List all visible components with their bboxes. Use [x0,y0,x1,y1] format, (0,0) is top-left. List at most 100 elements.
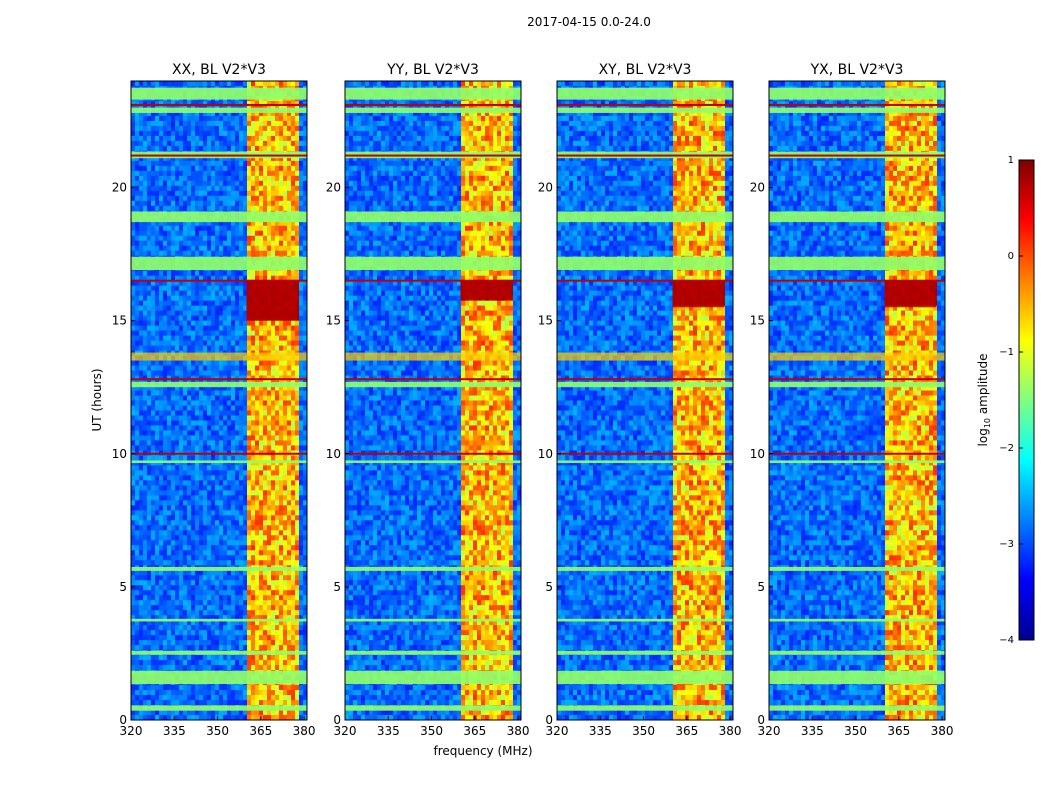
figure-suptitle: 2017-04-15 0.0-24.0 [527,15,651,29]
x-tick-label: 350 [632,724,655,738]
x-tick-label: 365 [249,724,272,738]
rfi-line [345,378,521,381]
colorbar-tick-label: 0 [1008,251,1014,262]
rfi-band [769,107,945,113]
y-tick-label: 10 [326,447,341,461]
rfi-line [345,154,521,157]
rfi-band [769,705,945,711]
y-tick-label: 10 [538,447,553,461]
rfi-line [131,452,307,455]
rfi-band [345,618,521,622]
rfi-band [557,107,733,113]
rfi-band [345,650,521,655]
y-tick-label: 0 [119,713,127,727]
panel-title: XX, BL V2*V3 [172,62,266,78]
rfi-band [131,107,307,113]
rfi-band [131,705,307,711]
rfi-band [769,381,945,388]
peak-band [884,280,937,308]
colorbar-tick-label: −2 [999,443,1014,454]
x-tick-label: 335 [589,724,612,738]
panel-frame [768,80,946,721]
rfi-band [131,670,307,685]
y-tick-label: 15 [538,314,553,328]
rfi-line [131,279,307,282]
colorbar: log10 amplitude 1 0 −1 −2 −3 −4 [976,155,1035,646]
rfi-line [769,279,945,282]
panel-title: YY, BL V2*V3 [386,62,479,78]
y-tick-label: 15 [112,314,127,328]
x-tick-label: 320 [546,724,569,738]
x-tick-label: 320 [758,724,781,738]
x-tick-label: 335 [377,724,400,738]
x-tick-label: 350 [206,724,229,738]
x-tick-label: 380 [507,724,530,738]
heatmap-cells [131,81,308,721]
rfi-line [557,452,733,455]
burst-line [345,352,521,361]
y-axis-label: UT (hours) [90,368,104,431]
panel-title: XY, BL V2*V3 [599,62,692,78]
y-tick-label: 20 [112,181,127,195]
heatmap-panel: XY, BL V2*V3 320 335 350 365 380 0 5 10 15 20 [538,62,742,738]
rfi-band [131,211,307,223]
x-tick-label: 320 [120,724,143,738]
rfi-band [131,618,307,622]
colorbar-fill [1018,159,1035,641]
heatmap-panel: YX, BL V2*V3 320 335 350 365 380 0 5 10 15 20 [750,62,954,738]
rfi-line [557,279,733,282]
y-tick-label: 0 [333,713,341,727]
rfi-band [345,87,521,100]
burst-line [131,352,307,361]
rfi-band [769,618,945,622]
heatmap-cells [557,81,734,721]
y-tick-label: 5 [333,580,341,594]
rfi-band [769,460,945,464]
rfi-band [131,87,307,100]
heatmap-cells [769,81,946,721]
rfi-line [131,154,307,157]
burst-line [769,352,945,361]
rfi-band [131,256,307,271]
x-tick-label: 335 [801,724,824,738]
rfi-band [345,381,521,388]
panel-frame [344,80,522,721]
rfi-band [557,256,733,271]
y-tick-label: 20 [538,181,553,195]
rfi-band [131,381,307,388]
y-tick-label: 10 [750,447,765,461]
y-tick-label: 20 [326,181,341,195]
x-tick-label: 380 [931,724,954,738]
colorbar-tick-label: 1 [1008,155,1014,166]
burst-line [557,352,733,361]
rfi-band [345,107,521,113]
rfi-line [769,378,945,381]
x-tick-label: 350 [844,724,867,738]
x-axis-label: frequency (MHz) [433,744,532,758]
colorbar-tick-label: −3 [999,539,1014,550]
rfi-band [769,566,945,571]
peak-band [672,280,725,308]
rfi-line [557,378,733,381]
panel-frame [130,80,308,721]
rfi-band [769,256,945,271]
y-tick-label: 0 [545,713,553,727]
y-tick-label: 5 [757,580,765,594]
heatmap-cells [345,81,522,721]
rfi-band [345,670,521,685]
rfi-band [345,211,521,223]
rfi-band [769,87,945,100]
rfi-band [131,460,307,464]
rfi-line [131,378,307,381]
rfi-band [557,460,733,464]
rfi-band [345,256,521,271]
x-tick-label: 380 [293,724,316,738]
colorbar-tick-label: −1 [999,347,1014,358]
y-tick-label: 5 [545,580,553,594]
colorbar-label: log10 amplitude [976,354,992,447]
rfi-band [131,566,307,571]
rfi-band [557,381,733,388]
rfi-band [345,566,521,571]
rfi-line [345,279,521,282]
